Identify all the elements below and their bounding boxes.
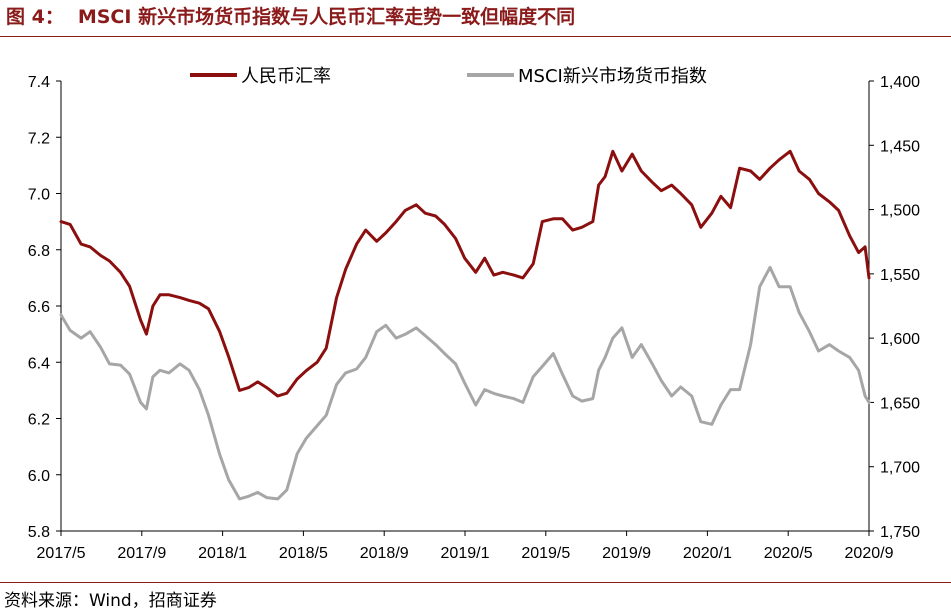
- dual-axis-line-chart: 5.8 6.0 6.2 6.4 6.6 6.8 7.0 7.2 7.4 1,400 1,450 1,5…: [28, 66, 920, 562]
- x-tick-label: 2018/9: [360, 545, 409, 562]
- y-right-tick-label: 1,400: [880, 74, 920, 91]
- msci-em-currency-line: [59, 265, 871, 501]
- legend-msci-label: MSCI新兴市场货币指数: [518, 66, 707, 87]
- y-left-tick-label: 6.8: [28, 243, 50, 260]
- rmb-rate-line: [59, 149, 871, 398]
- x-tick-label: 2020/5: [764, 545, 813, 562]
- x-tick-label: 2019/5: [521, 545, 570, 562]
- y-right-tick-label: 1,450: [880, 138, 920, 155]
- y-right-tick-label: 1,500: [880, 203, 920, 220]
- x-tick-label: 2019/1: [441, 545, 490, 562]
- y-left-tick-label: 5.8: [28, 524, 50, 541]
- y-right-tick-label: 1,750: [880, 524, 920, 541]
- y-right-tick-label: 1,550: [880, 267, 920, 284]
- source-rule: [0, 582, 951, 583]
- x-tick-label: 2017/9: [117, 545, 166, 562]
- y-right-tick-label: 1,650: [880, 395, 920, 412]
- y-left-tick-label: 6.0: [28, 468, 50, 485]
- title-rule: [0, 36, 951, 37]
- y-left-tick-label: 6.4: [28, 355, 50, 372]
- y-left-tick-label: 6.6: [28, 299, 50, 316]
- x-tick-label: 2018/5: [279, 545, 328, 562]
- y-left-tick-label: 7.0: [28, 187, 50, 204]
- x-tick-label: 2018/1: [198, 545, 247, 562]
- x-tick-label: 2019/9: [602, 545, 651, 562]
- x-tick-label: 2020/9: [845, 545, 894, 562]
- figure-title-text: MSCI 新兴市场货币指数与人民币汇率走势一致但幅度不同: [77, 6, 576, 28]
- y-left-tick-label: 7.2: [28, 130, 50, 147]
- x-tick-label: 2020/1: [683, 545, 732, 562]
- y-right-tick-label: 1,600: [880, 331, 920, 348]
- x-tick-label: 2017/5: [37, 545, 86, 562]
- figure-label: 图 4：: [6, 6, 64, 28]
- y-left-tick-label: 7.4: [28, 74, 50, 91]
- y-left-tick-label: 6.2: [28, 412, 50, 429]
- y-right-tick-label: 1,700: [880, 460, 920, 477]
- figure-title: 图 4： MSCI 新兴市场货币指数与人民币汇率走势一致但幅度不同: [6, 2, 575, 32]
- source-note: 资料来源：Wind，招商证券: [4, 591, 217, 611]
- legend-rmb-label: 人民币汇率: [241, 66, 331, 87]
